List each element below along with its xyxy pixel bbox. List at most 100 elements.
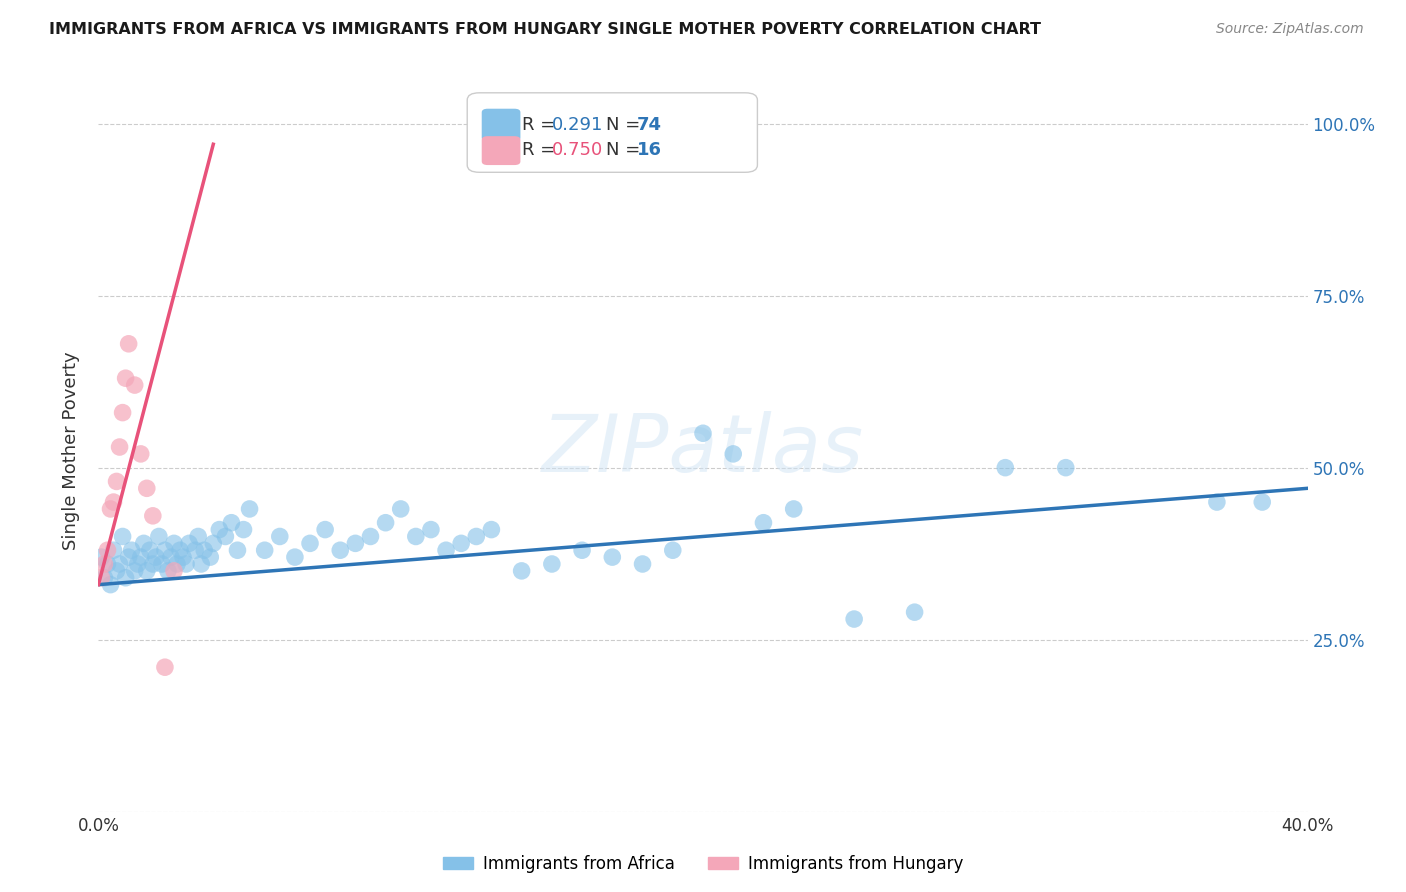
Point [374,516,396,530]
Text: R =: R = [522,116,561,134]
Point [360,529,382,543]
Point [465,529,488,543]
Point [118,336,141,351]
Point [96,557,118,571]
Point [420,523,443,537]
Point [723,447,745,461]
Point [127,557,149,571]
Point [1206,495,1229,509]
Point [124,564,146,578]
Point [631,557,654,571]
Point [904,605,927,619]
Point [142,508,165,523]
Point [172,550,194,565]
Text: 16: 16 [637,141,661,159]
Point [129,447,152,461]
Point [450,536,472,550]
Point [103,495,125,509]
Point [284,550,307,565]
Text: Source: ZipAtlas.com: Source: ZipAtlas.com [1216,22,1364,37]
Text: 74: 74 [637,116,661,134]
Point [129,550,152,565]
Y-axis label: Single Mother Poverty: Single Mother Poverty [62,351,80,549]
Point [169,543,191,558]
Point [135,481,157,495]
Point [434,543,457,558]
Point [124,378,146,392]
Point [314,523,336,537]
Point [118,550,141,565]
Point [481,523,503,537]
Text: IMMIGRANTS FROM AFRICA VS IMMIGRANTS FROM HUNGARY SINGLE MOTHER POVERTY CORRELAT: IMMIGRANTS FROM AFRICA VS IMMIGRANTS FRO… [49,22,1042,37]
Legend: Immigrants from Africa, Immigrants from Hungary: Immigrants from Africa, Immigrants from … [436,848,970,880]
Text: 0.291: 0.291 [551,116,603,134]
Point [163,536,186,550]
Point [1251,495,1274,509]
Point [571,543,593,558]
Point [200,550,222,565]
Point [111,406,134,420]
Point [166,557,188,571]
Point [132,536,155,550]
Point [994,460,1017,475]
Text: N =: N = [606,116,647,134]
Point [1054,460,1077,475]
Point [253,543,276,558]
Point [150,557,173,571]
Point [93,571,115,585]
Point [163,564,186,578]
Point [90,571,112,585]
Point [105,564,128,578]
Point [184,543,207,558]
Point [226,543,249,558]
Point [299,536,322,550]
Point [783,502,806,516]
Point [193,543,215,558]
Point [190,557,212,571]
Point [114,371,136,385]
Point [187,529,209,543]
Point [108,440,131,454]
Point [202,536,225,550]
Point [153,660,176,674]
Point [221,516,243,530]
Point [344,536,367,550]
Point [121,543,143,558]
Point [510,564,533,578]
Point [93,557,115,571]
Point [602,550,624,565]
Point [540,557,562,571]
Point [179,536,201,550]
Point [100,577,122,591]
Point [232,523,254,537]
Point [145,550,167,565]
Point [160,550,183,565]
Point [844,612,866,626]
Point [269,529,291,543]
Text: ZIPatlas: ZIPatlas [541,411,865,490]
Point [90,550,112,565]
Point [100,502,122,516]
Point [153,543,176,558]
Point [208,523,231,537]
Point [239,502,262,516]
Point [329,543,352,558]
Text: N =: N = [606,141,647,159]
Point [752,516,775,530]
Point [156,564,179,578]
Point [135,564,157,578]
Point [142,557,165,571]
Point [103,543,125,558]
Point [139,543,162,558]
Point [111,529,134,543]
Point [405,529,427,543]
Point [389,502,412,516]
Point [692,426,714,441]
FancyBboxPatch shape [482,109,520,141]
Text: 0.750: 0.750 [551,141,603,159]
Point [105,475,128,489]
Point [108,557,131,571]
Point [96,543,118,558]
Text: R =: R = [522,141,561,159]
Point [174,557,197,571]
